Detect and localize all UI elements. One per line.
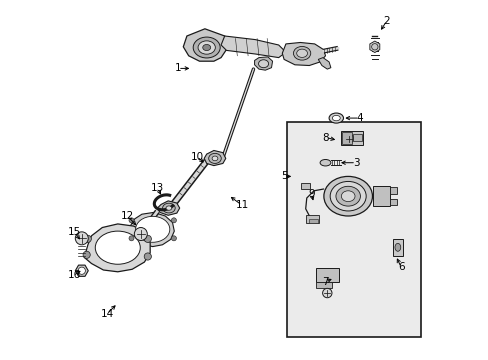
Polygon shape [318, 58, 330, 69]
Circle shape [84, 235, 91, 242]
Ellipse shape [341, 191, 354, 202]
Text: 14: 14 [100, 309, 113, 319]
Ellipse shape [394, 243, 400, 251]
Ellipse shape [166, 206, 171, 210]
Ellipse shape [203, 44, 210, 50]
Ellipse shape [135, 216, 169, 242]
Bar [305, 215, 319, 223]
Circle shape [78, 267, 85, 274]
Text: 13: 13 [150, 183, 163, 193]
Text: 9: 9 [307, 189, 314, 199]
Ellipse shape [335, 186, 360, 206]
Text: 2: 2 [383, 16, 389, 26]
Bar [389, 187, 397, 194]
Circle shape [129, 236, 134, 241]
Polygon shape [372, 186, 389, 206]
Circle shape [322, 288, 331, 298]
Circle shape [344, 134, 353, 143]
Ellipse shape [320, 159, 330, 166]
Ellipse shape [198, 41, 215, 54]
Text: 11: 11 [235, 200, 248, 210]
Polygon shape [282, 42, 325, 66]
Circle shape [144, 253, 151, 260]
Text: 5: 5 [280, 171, 287, 181]
Circle shape [75, 232, 88, 245]
Circle shape [83, 251, 90, 258]
Text: 16: 16 [68, 270, 81, 280]
Text: 8: 8 [322, 132, 328, 143]
Polygon shape [129, 212, 174, 247]
Text: 7: 7 [322, 276, 328, 287]
Ellipse shape [193, 37, 220, 58]
Ellipse shape [332, 115, 340, 121]
Text: 10: 10 [190, 152, 203, 162]
Ellipse shape [208, 153, 221, 163]
Text: 15: 15 [68, 227, 81, 237]
Bar [389, 199, 397, 205]
Ellipse shape [212, 156, 218, 161]
Text: 1: 1 [174, 63, 181, 73]
Polygon shape [254, 57, 272, 70]
Ellipse shape [95, 231, 140, 264]
Polygon shape [369, 41, 379, 53]
Circle shape [134, 228, 147, 240]
Circle shape [171, 236, 176, 241]
Ellipse shape [323, 176, 372, 216]
Bar [316, 282, 331, 288]
Bar [341, 132, 351, 144]
Ellipse shape [258, 60, 268, 68]
Text: 3: 3 [352, 158, 359, 168]
Polygon shape [84, 224, 150, 272]
Polygon shape [183, 29, 228, 61]
Bar [300, 183, 309, 189]
Bar [309, 219, 318, 223]
Text: 4: 4 [356, 113, 362, 123]
Ellipse shape [293, 46, 310, 60]
Ellipse shape [329, 181, 366, 211]
Circle shape [129, 218, 134, 223]
Text: 6: 6 [397, 262, 404, 272]
Text: 12: 12 [121, 211, 134, 221]
Polygon shape [75, 265, 88, 276]
Bar [352, 134, 362, 141]
Circle shape [144, 235, 151, 242]
Polygon shape [221, 36, 285, 58]
Ellipse shape [328, 113, 343, 123]
Polygon shape [157, 201, 179, 215]
Ellipse shape [296, 49, 307, 57]
Bar [340, 131, 363, 145]
Circle shape [171, 218, 176, 223]
Ellipse shape [163, 203, 175, 213]
Bar [286, 122, 420, 337]
Bar [392, 239, 402, 256]
Polygon shape [204, 150, 225, 166]
Bar [316, 268, 338, 282]
